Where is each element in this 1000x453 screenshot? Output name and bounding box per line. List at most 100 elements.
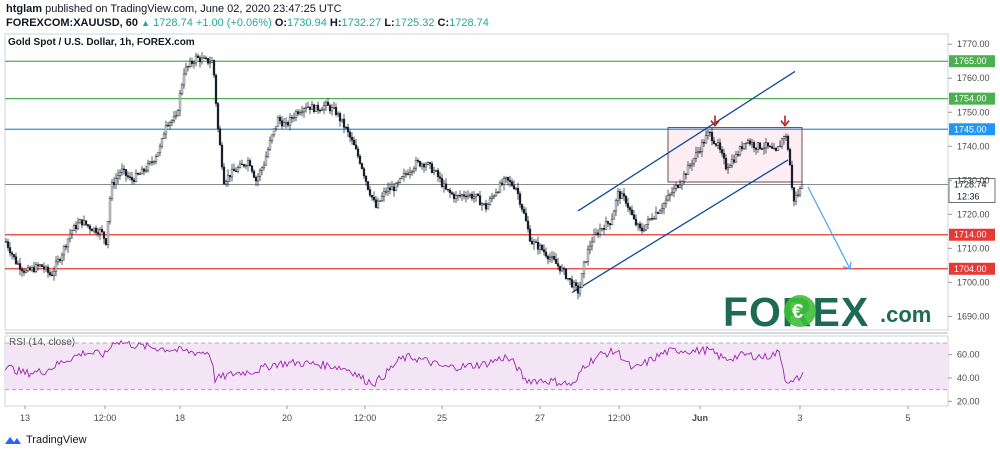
candle-body (114, 178, 118, 186)
candlestick-series (4, 52, 804, 300)
candle-body (146, 163, 150, 171)
last-price: 1728.74 (153, 17, 193, 29)
candle-body (622, 193, 626, 197)
candle-body (768, 145, 772, 148)
candle-body (202, 57, 206, 59)
candle-body (204, 57, 208, 59)
candle-body (734, 154, 738, 163)
candle-body (70, 230, 74, 235)
candle-body (794, 195, 798, 202)
candle-body (584, 261, 588, 263)
open-label: O: (274, 17, 288, 29)
price-tag-bg (948, 178, 996, 203)
candle-body (284, 122, 288, 124)
candle-body (168, 122, 172, 126)
y-tick-label: 1690.00 (957, 311, 990, 321)
candle-body (304, 107, 308, 109)
candle-body (760, 148, 764, 150)
candle-body (72, 225, 76, 231)
candle-body (178, 93, 182, 111)
countdown-label: 12:36 (957, 192, 980, 202)
candle-body (102, 231, 106, 239)
candle-body (166, 125, 170, 127)
candle-body (450, 192, 454, 195)
candle-body (110, 182, 114, 199)
candle-body (278, 117, 282, 122)
candle-body (426, 162, 430, 165)
candle-body (298, 112, 302, 115)
candle-body (50, 274, 54, 276)
candle-body (444, 183, 448, 190)
candle-body (34, 264, 38, 272)
candle-body (756, 142, 760, 150)
candle-body (800, 184, 804, 189)
candle-body (268, 140, 272, 150)
candle-body (484, 203, 488, 210)
candle-body (160, 138, 164, 147)
candle-body (418, 161, 422, 167)
candle-body (570, 279, 574, 288)
candle-body (656, 212, 660, 214)
candle-body (694, 152, 698, 159)
x-tick-label: 12:00 (94, 413, 117, 423)
candle-body (416, 160, 420, 162)
candle-body (464, 195, 468, 198)
candle-body (46, 266, 50, 273)
candle-body (262, 164, 266, 169)
candle-body (554, 259, 558, 264)
candle-body (176, 110, 180, 116)
y-tick-label: 1710.00 (957, 243, 990, 253)
candle-body (636, 223, 640, 226)
candle-body (640, 227, 644, 232)
candle-body (36, 264, 40, 267)
candle-body (748, 140, 752, 145)
candle-body (402, 173, 406, 177)
level-tag-bg (949, 123, 995, 136)
candle-body (704, 135, 708, 144)
candle-body (396, 182, 400, 184)
candle-body (468, 194, 472, 196)
candle-body (108, 198, 112, 222)
symbol-label: FOREXCOM:XAUUSD, 60 (6, 17, 139, 29)
candle-body (738, 146, 742, 156)
x-tick-label: Jun (692, 413, 708, 423)
candle-body (18, 263, 22, 270)
candle-body (20, 269, 24, 272)
candle-body (626, 203, 630, 208)
candle-body (632, 214, 636, 220)
candle-body (456, 194, 460, 197)
x-tick-label: 5 (905, 413, 910, 423)
candle-body (316, 104, 320, 111)
level-tag-label: 1714.00 (954, 230, 987, 240)
candle-body (276, 117, 280, 127)
y-tick-label: 1750.00 (957, 107, 990, 117)
candle-body (594, 232, 598, 235)
candle-body (506, 176, 510, 181)
candle-body (558, 265, 562, 272)
candle-body (684, 173, 688, 175)
candle-body (540, 245, 544, 250)
tradingview-footer[interactable]: TradingView (4, 434, 87, 446)
candle-body (454, 195, 458, 199)
candle-body (282, 122, 286, 127)
candle-body (576, 285, 580, 294)
price-axis[interactable]: 1770.00 1760.00 1750.00 1740.00 1730.00 1720.… (948, 39, 990, 321)
channel-upper-line (577, 70, 796, 212)
candle-body (366, 181, 370, 190)
candle-body (184, 66, 188, 75)
candle-body (220, 144, 224, 168)
candle-body (84, 220, 88, 225)
candle-body (134, 173, 138, 182)
time-axis[interactable]: 13 12:00 18 20 12:00 25 27 12:00 Jun 3 5 (20, 406, 999, 426)
candle-body (344, 127, 348, 129)
candle-body (792, 187, 796, 202)
candle-body (368, 189, 372, 196)
open-value: 1730.94 (287, 17, 327, 29)
candle-body (550, 256, 554, 258)
candle-body (266, 149, 270, 158)
candle-body (272, 128, 276, 136)
author-name[interactable]: htglam (6, 3, 43, 15)
candle-body (524, 212, 528, 222)
candle-body (736, 154, 740, 156)
